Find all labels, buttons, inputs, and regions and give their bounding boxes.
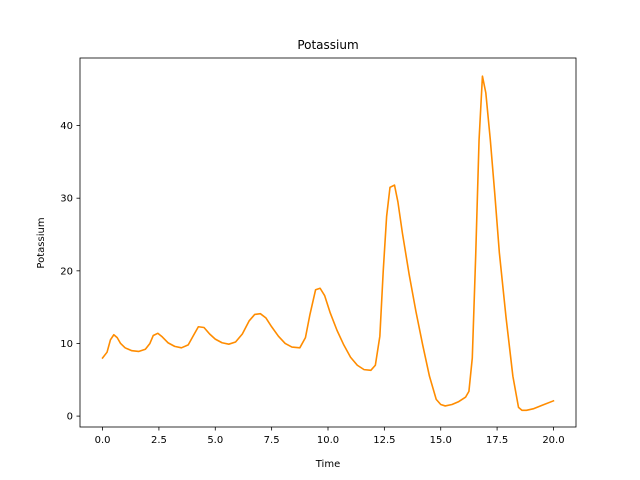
x-tick-label: 7.5 — [264, 435, 280, 446]
x-tick-label: 12.5 — [373, 435, 395, 446]
y-axis-label: Potassium — [36, 217, 47, 268]
x-axis-label: Time — [315, 459, 340, 470]
y-tick-label: 20 — [60, 266, 73, 277]
y-tick-label: 40 — [60, 121, 73, 132]
x-tick-label: 17.5 — [486, 435, 508, 446]
y-tick-label: 10 — [60, 339, 73, 350]
y-axis: 0 10 20 30 40 — [60, 121, 80, 423]
x-tick-label: 10.0 — [317, 435, 339, 446]
x-tick-label: 5.0 — [207, 435, 223, 446]
x-tick-label: 20.0 — [542, 435, 564, 446]
plot-area — [101, 75, 555, 412]
x-tick-label: 15.0 — [430, 435, 452, 446]
y-tick-label: 30 — [60, 194, 73, 205]
x-tick-label: 0.0 — [95, 435, 111, 446]
series-line-potassium — [101, 75, 555, 412]
y-tick-label: 0 — [67, 412, 73, 423]
chart-title: Potassium — [297, 38, 358, 52]
x-axis: 0.0 2.5 5.0 7.5 10.0 12.5 15.0 17.5 20.0 — [95, 427, 565, 446]
x-tick-label: 2.5 — [151, 435, 167, 446]
